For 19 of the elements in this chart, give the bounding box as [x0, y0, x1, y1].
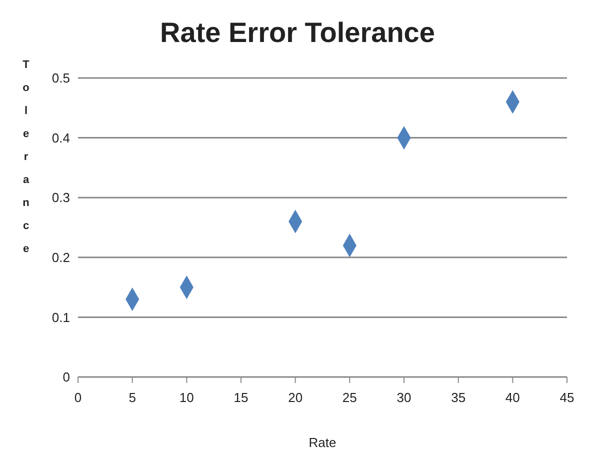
x-tick-label: 45 — [560, 390, 574, 406]
text: Tolerance — [22, 59, 30, 255]
y-tick-label: 0 — [62, 370, 70, 385]
y-tick-label: 0.5 — [52, 70, 70, 86]
x-tick-label: 35 — [451, 390, 466, 406]
y-tick-label: 0.1 — [52, 310, 70, 325]
x-tick-label: 20 — [288, 390, 303, 406]
y-tick-label: 0.3 — [52, 190, 70, 206]
x-axis-title: Rate — [308, 435, 336, 450]
x-tick-label: 0 — [74, 390, 82, 406]
x-tick-label: 25 — [342, 390, 357, 406]
x-tick-label: 10 — [179, 390, 194, 406]
y-tick-label: 0.4 — [52, 130, 70, 146]
x-tick-label: 15 — [234, 390, 248, 406]
x-tick-label: 5 — [128, 390, 136, 406]
x-tick-label: 30 — [396, 390, 412, 406]
y-tick-label: 0.2 — [52, 250, 70, 266]
chart-title: Rate Error Tolerance — [159, 16, 436, 50]
x-tick-label: 40 — [505, 390, 520, 406]
